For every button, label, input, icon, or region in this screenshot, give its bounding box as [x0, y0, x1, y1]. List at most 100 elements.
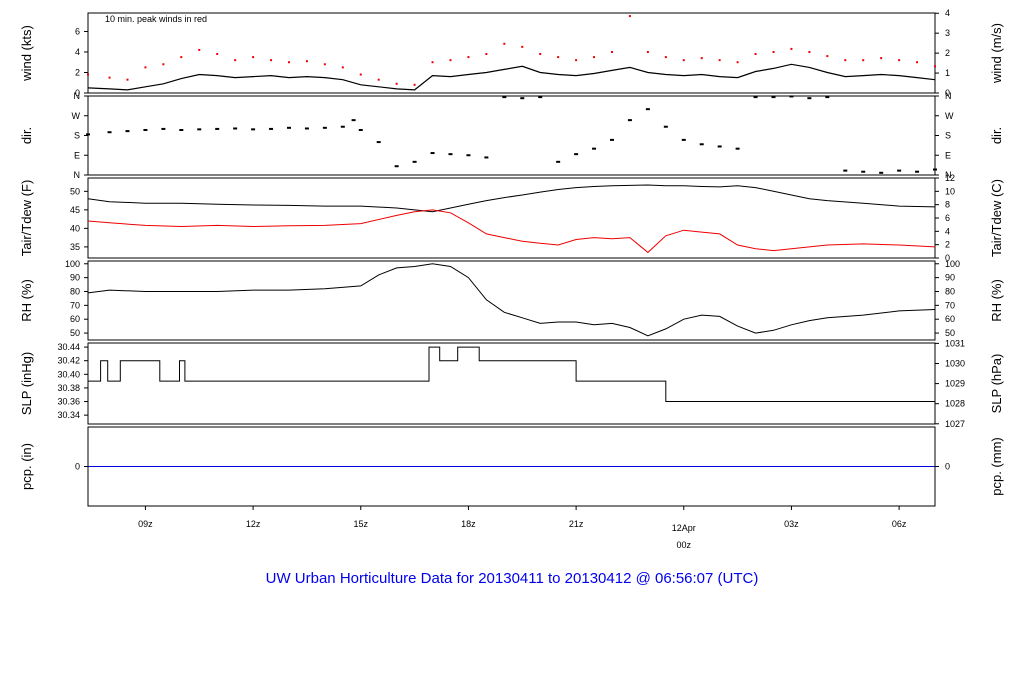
tick-label-right: 1031: [945, 338, 965, 348]
peak-wind-point: [826, 55, 829, 58]
wind-direction-point: [897, 169, 902, 172]
x-tick-label: 18z: [461, 519, 476, 529]
tick-label-left: 30.36: [57, 397, 80, 407]
ylabel-left: SLP (inHg): [19, 352, 34, 415]
peak-wind-point: [87, 73, 89, 76]
peak-wind-point: [772, 50, 775, 53]
wind-direction-point: [717, 145, 722, 148]
tick-label-left: W: [72, 111, 81, 121]
wind-direction-point: [843, 169, 848, 172]
ylabel-right: wind (m/s): [989, 23, 1004, 84]
tick-label-left: 30.44: [57, 342, 80, 352]
peak-wind-point: [539, 53, 542, 56]
x-tick-label: 09z: [138, 519, 153, 529]
tick-label-right: 3: [945, 28, 950, 38]
tick-label-left: E: [74, 150, 80, 160]
wind-direction-point: [448, 153, 453, 156]
chart-title: UW Urban Horticulture Data for 20130411 …: [266, 570, 759, 587]
peak-wind-point: [880, 57, 883, 60]
peak-wind-point: [270, 59, 273, 62]
wind-direction-point: [825, 96, 830, 99]
day-marker-sublabel: 00z: [677, 540, 692, 550]
day-marker-label: 12Apr: [672, 523, 696, 533]
wind-direction-point: [125, 130, 130, 133]
tick-label-right: N: [945, 170, 952, 180]
peak-wind-point: [395, 82, 398, 85]
wind-direction-point: [538, 96, 543, 99]
tick-label-right: 50: [945, 328, 955, 338]
peak-wind-point: [126, 78, 129, 81]
tick-label-right: 1027: [945, 419, 965, 429]
sea-level-pressure-line: [88, 346, 936, 422]
tick-label-right: 1030: [945, 358, 965, 368]
tick-label-right: 12: [945, 173, 955, 183]
tick-label-left: N: [74, 91, 81, 101]
wind-direction-point: [466, 154, 471, 157]
peak-wind-point: [503, 42, 506, 45]
tick-label-left: N: [74, 170, 81, 180]
peak-wind-point: [718, 59, 721, 62]
wind-direction-point: [645, 108, 650, 111]
tick-label-right: 10: [945, 186, 955, 196]
tick-label-left: 70: [70, 300, 80, 310]
tick-label-left: 60: [70, 314, 80, 324]
x-tick-label: 15z: [354, 519, 369, 529]
peak-wind-point: [467, 56, 470, 59]
tick-label-left: 6: [75, 26, 80, 36]
wind-direction-point: [915, 170, 920, 173]
peak-wind-point: [413, 83, 416, 86]
peak-wind-point: [341, 66, 344, 69]
tick-label-left: 30.42: [57, 356, 80, 366]
tick-label-left: 30.34: [57, 410, 80, 420]
peak-winds-annotation: 10 min. peak winds in red: [105, 14, 207, 24]
tick-label-right: 100: [945, 259, 960, 269]
x-tick-label: 21z: [569, 519, 584, 529]
ylabel-left: wind (kts): [19, 25, 34, 82]
ylabel-left: dir.: [19, 127, 34, 144]
peak-wind-point: [252, 56, 255, 59]
wind-direction-point: [269, 127, 274, 130]
panel-frame: [87, 95, 936, 176]
peak-wind-point: [700, 57, 703, 60]
peak-wind-point: [575, 59, 578, 62]
tick-label-right: 1028: [945, 399, 965, 409]
wind-direction-point: [502, 96, 507, 99]
wind-direction-point: [663, 125, 668, 128]
wind-direction-point: [520, 97, 525, 100]
panel-pcp: pcp. (in) pcp. (mm) 0 0: [19, 426, 1004, 507]
tick-label-right: 90: [945, 273, 955, 283]
x-tick-label: 12z: [246, 519, 261, 529]
wind-direction-point: [107, 131, 112, 134]
peak-wind-point: [898, 59, 901, 62]
wind-direction-point: [351, 119, 356, 122]
wind-direction-point: [627, 119, 632, 122]
wind-direction-point: [322, 126, 327, 129]
wind-direction-point: [753, 96, 758, 99]
wind-direction-point: [304, 127, 309, 130]
wind-direction-point: [143, 129, 148, 132]
wind-direction-point: [286, 126, 291, 129]
tick-label-right: 4: [945, 8, 950, 18]
tick-label-left: S: [74, 131, 80, 141]
x-tick-label: 06z: [892, 519, 907, 529]
peak-wind-point: [754, 53, 757, 56]
peak-wind-point: [216, 53, 219, 56]
peak-wind-point: [108, 76, 111, 79]
peak-wind-point: [144, 66, 147, 69]
peak-wind-point: [521, 45, 524, 48]
wind-direction-point: [681, 138, 686, 141]
ylabel-right: Tair/Tdew (C): [989, 179, 1004, 257]
ylabel-right: dir.: [989, 127, 1004, 144]
tick-label-right: 0: [945, 88, 950, 98]
tick-label-right: 0: [945, 253, 950, 263]
tick-label-right: 1029: [945, 379, 965, 389]
wind-direction-point: [358, 129, 363, 132]
tick-label-left: 30.40: [57, 369, 80, 379]
panel-dir: dir. dir.N NE ES SW WN N: [19, 91, 1004, 180]
tick-label-left: 35: [70, 242, 80, 252]
peak-wind-point: [916, 61, 919, 64]
tick-label-right: 6: [945, 213, 950, 223]
peak-wind-point: [610, 50, 613, 53]
peak-wind-point: [485, 53, 488, 56]
tick-label-right: 1: [945, 68, 950, 78]
